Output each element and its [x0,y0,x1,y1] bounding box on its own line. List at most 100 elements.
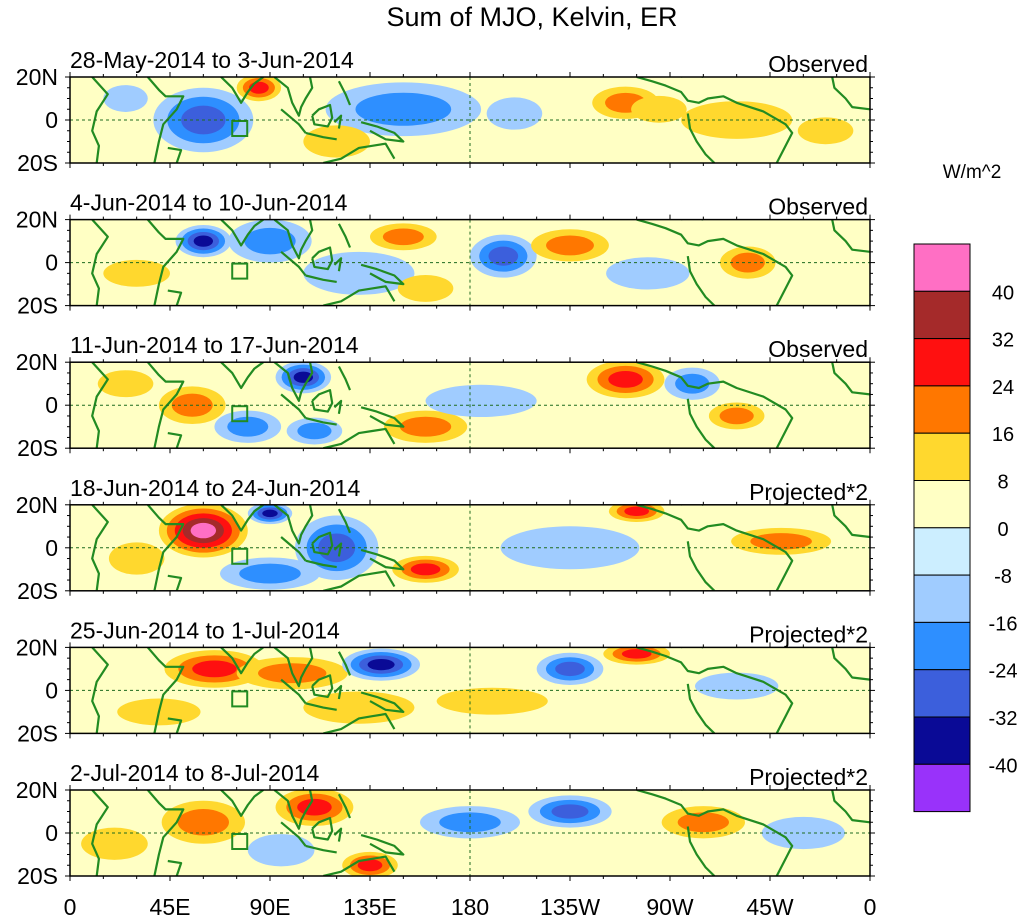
region-box [231,120,249,137]
anomaly-blob-1-level-24 [297,798,332,816]
panel-3: 20N 0 20S 11-Jun-2014 to 17-Jun-2014 Observe… [16,332,875,461]
panel-date-range: 18-Jun-2014 to 24-Jun-2014 [70,475,360,501]
anomaly-blob-10-level-8 [103,259,170,287]
region-box [231,833,249,850]
units-label: W/m^2 [943,162,1002,183]
coastline-8 [311,103,334,128]
panel-5: 20N 0 20S 25-Jun-2014 to 1-Jul-2014 Projecte… [16,617,875,746]
coastline-7 [305,559,337,569]
y-tick-label: 0 [45,820,58,846]
coastline-4 [220,504,264,532]
anomaly-blob-10-level-8 [797,117,854,145]
colorbar-label: 40 [992,282,1014,304]
coastline-12 [323,285,396,306]
coastline-11 [360,691,405,714]
colorbar-label: 0 [997,519,1008,541]
panel-label: Observed [768,51,868,77]
anomaly-blob-7-level-16 [750,533,812,550]
colorbar-label: 8 [997,472,1008,494]
coastline-16 [831,790,870,824]
anomaly-blob-1-level--32 [193,235,213,247]
y-tick-label: 20N [16,64,58,90]
coastline-8 [311,531,334,556]
anomaly-blob-2-level--16 [355,92,452,126]
coastline-2 [146,362,185,449]
coastline-10 [337,651,352,676]
anomaly-blob-1-level-40 [190,522,217,539]
coastline-10 [337,223,352,248]
anomaly-blob-7-level-16 [677,812,729,833]
anomaly-blob-6-level--8 [247,834,315,867]
colorbar: W/m^2 40 32 24 16 8 0 -8 -16 -24 -32 -40 [913,162,1018,813]
anomaly-blob-4-level--24 [555,661,585,677]
y-tick-label: 20S [17,150,58,176]
colorbar-swatch-6 [913,480,971,529]
coastline-3 [167,146,183,163]
anomaly-blob-2-level-24 [608,371,643,388]
coastline-4 [220,790,264,817]
anomaly-blob-9-level-8 [436,687,548,715]
colorbar-label: 16 [992,424,1014,446]
coastline-1 [91,219,109,306]
panel-6: 20N 0 20S 2-Jul-2014 to 8-Jul-2014 Projected… [16,760,875,889]
colorbar-swatch-3 [913,338,971,387]
panel-label: Observed [768,194,868,220]
coastline-2 [146,219,185,306]
coastline-11 [360,548,405,571]
panel-date-range: 4-Jun-2014 to 10-Jun-2014 [70,190,348,216]
coastline-3 [167,717,183,734]
coastline-11 [360,406,405,428]
y-tick-label: 20S [17,720,58,746]
coastline-10 [337,80,352,106]
anomaly-blob-3-level-16 [382,228,424,246]
anomaly-blob-9-level-8 [303,125,370,158]
anomaly-blob-4-level--32 [262,509,278,518]
y-tick-label: 0 [45,392,58,418]
coastline-16 [831,219,870,253]
y-tick-label: 20S [17,293,58,319]
anomaly-blob-5-level-24 [621,649,652,659]
colorbar-swatch-11 [913,716,971,765]
coastline-12 [323,570,396,591]
coastline-1 [91,790,109,876]
coastline-4 [220,362,264,390]
coastline-10 [337,365,352,391]
colorbar-swatch-2 [913,290,971,340]
coastline-4 [220,647,264,675]
y-tick-label: 0 [45,250,58,276]
coastline-13 [636,790,794,876]
region-box [231,405,249,423]
coastline-10 [337,793,352,819]
colorbar-swatch-12 [913,763,971,813]
coastline-3 [167,859,183,876]
coastline-3 [167,574,183,591]
y-tick-label: 20N [16,492,58,518]
anomaly-blob-3-level--8 [486,97,543,130]
colorbar-label: 32 [992,330,1014,352]
anomaly-blob-5-level-16 [719,407,754,425]
coastline-8 [311,674,334,699]
coastline-11 [360,263,405,286]
x-tick-label: 90E [250,894,291,920]
anomaly-blob-9-level--16 [675,373,710,394]
coastline-1 [91,647,109,734]
colorbar-label: -24 [989,661,1018,683]
anomaly-blob-3-level--16 [239,563,301,584]
y-tick-label: 20N [16,207,58,233]
coastline-7 [305,417,337,426]
coastline-16 [831,647,870,681]
coastline-7 [305,274,337,283]
coastline-13 [636,504,794,591]
coastline-8 [311,246,334,271]
coastline-1 [91,504,109,591]
coastline-13 [636,362,794,449]
y-tick-label: 20S [17,435,58,461]
panel-date-range: 11-Jun-2014 to 17-Jun-2014 [70,332,359,358]
x-tick-label: 180 [451,894,489,920]
coastline-2 [146,504,185,591]
anomaly-blob-9-level-8 [108,542,165,575]
y-tick-label: 0 [45,107,58,133]
colorbar-swatch-5 [913,432,971,482]
coastline-8 [311,389,334,413]
